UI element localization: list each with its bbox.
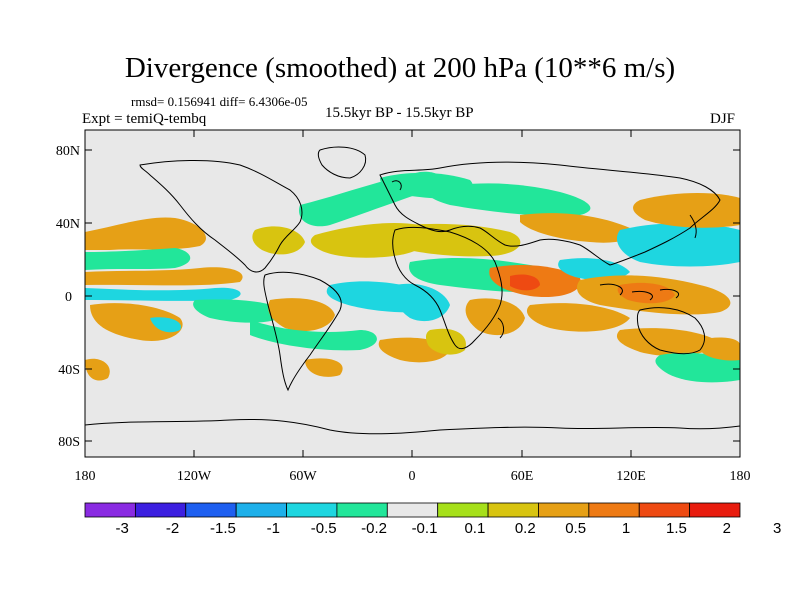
- colorbar-swatch-12: [689, 502, 741, 518]
- colorbar-label: -0.1: [412, 520, 438, 537]
- contour-blob-spac-pos: [90, 303, 183, 341]
- lon-label-180e: 180: [730, 469, 751, 484]
- contour-blob-pac-eq-pos: [85, 267, 243, 286]
- colorbar-label: -1.5: [210, 520, 236, 537]
- colorbar-label: 2: [723, 520, 731, 537]
- lon-label-60e: 60E: [511, 469, 534, 484]
- colorbar-swatch-8: [487, 502, 539, 518]
- contour-blob-asia-pos: [520, 213, 633, 243]
- contour-blob-wpac-npos: [633, 193, 740, 228]
- colorbar-swatch-10: [588, 502, 640, 518]
- lon-label-120e: 120E: [616, 469, 646, 484]
- coast-greenland: [317, 146, 367, 179]
- colorbar-label: 0.1: [464, 520, 485, 537]
- coast-maritime-continent: [599, 283, 680, 301]
- map-title: Divergence (smoothed) at 200 hPa (10**6 …: [124, 52, 676, 84]
- colorbar-swatch-3: [235, 502, 287, 518]
- contour-blob-med-pos: [377, 223, 521, 257]
- coast-britain: [391, 180, 402, 191]
- coast-north-america: [139, 159, 303, 273]
- colorbar-label: -0.5: [311, 520, 337, 537]
- contour-blob-ind-neg: [558, 258, 630, 281]
- coast-japan: [689, 214, 697, 239]
- contour-blob-pac-eq-neg: [85, 287, 241, 301]
- period-label: 15.5kyr BP - 15.5kyr BP: [325, 105, 474, 121]
- colorbar-label: 3: [773, 520, 781, 537]
- colorbar-label: -3: [116, 520, 129, 537]
- contour-blob-wpac-neg: [616, 223, 740, 267]
- lon-label-180w: 180: [75, 469, 96, 484]
- coast-south-america: [263, 271, 342, 392]
- season-label: DJF: [710, 111, 736, 127]
- colorbar-swatch-1: [134, 502, 187, 518]
- colorbar-label: -0.2: [361, 520, 387, 537]
- contour-blob-asia-neg: [428, 183, 591, 216]
- lat-label-40s: 40S: [58, 363, 80, 378]
- contour-blob-ind-core: [510, 274, 540, 291]
- contour-blob-spac-south: [85, 358, 110, 381]
- lon-label-0: 0: [409, 469, 416, 484]
- colorbar-label: 1: [622, 520, 630, 537]
- coast-europe-asia: [379, 161, 721, 266]
- contour-blob-spac-neg: [150, 317, 181, 333]
- contour-blob-safr-south: [425, 328, 466, 355]
- colorbar-swatch-4: [286, 502, 338, 518]
- contour-blob-npac-neg: [85, 248, 191, 270]
- colorbar-swatch-5: [336, 502, 388, 518]
- colorbar-label: 1.5: [666, 520, 687, 537]
- lat-label-40n: 40N: [56, 217, 80, 232]
- lon-label-60w: 60W: [289, 469, 317, 484]
- contour-blob-afr-neg: [393, 283, 450, 322]
- colorbar-swatch-9: [538, 502, 590, 518]
- contour-blob-wpac-sneg: [655, 352, 740, 383]
- colorbar-swatch-6: [386, 502, 439, 518]
- colorbar-label: -2: [166, 520, 179, 537]
- contour-blob-nam-pos: [252, 226, 305, 255]
- contour-blob-safr-pos: [465, 298, 525, 336]
- colorbar-label: 0.2: [515, 520, 536, 537]
- coast-australia: [636, 307, 706, 355]
- coast-africa: [392, 226, 503, 350]
- contour-blob-ind-south: [526, 303, 630, 332]
- coast-antarctica: [85, 418, 740, 435]
- colorbar-swatch-2: [185, 502, 237, 518]
- coast-madagascar: [497, 317, 505, 339]
- experiment-label: Expt = temiQ-tembq: [82, 111, 207, 127]
- contour-blob-satl-south: [305, 358, 343, 377]
- contour-blob-sam-pos: [268, 298, 335, 332]
- colorbar-swatch-7: [437, 502, 489, 518]
- lat-label-80n: 80N: [56, 144, 80, 159]
- contour-blob-npac-pos: [85, 217, 206, 250]
- lat-label-0: 0: [65, 290, 72, 305]
- lon-label-120w: 120W: [177, 469, 212, 484]
- contour-blob-wpac-spos: [616, 328, 720, 357]
- contour-blob-mc-core: [617, 282, 675, 304]
- stats-text: rmsd= 0.156941 diff= 6.4306e-05: [131, 94, 308, 109]
- colorbar-label: 0.5: [565, 520, 586, 537]
- colorbar-label: -1: [267, 520, 280, 537]
- coastlines: [85, 146, 740, 435]
- colorbar-swatch-0: [84, 502, 136, 518]
- contour-field: [85, 171, 740, 383]
- colorbar-swatch-11: [638, 502, 691, 518]
- colorbar: -3 -2 -1.5 -1 -0.5 -0.2 -0.1 0.1 0.2 0.5 1 1.5 2 3: [84, 502, 781, 537]
- lat-label-80s: 80S: [58, 435, 80, 450]
- contour-blob-sw-band: [700, 337, 740, 361]
- contour-blob-satl-neg: [250, 320, 377, 351]
- contour-blob-spac-band: [193, 299, 290, 323]
- axis-ticks: [84, 130, 741, 457]
